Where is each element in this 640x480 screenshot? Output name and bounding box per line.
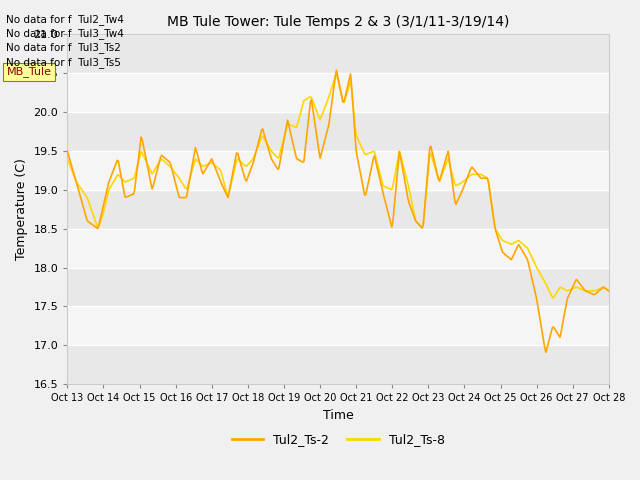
Bar bbox=[67, 73, 609, 112]
Title: MB Tule Tower: Tule Temps 2 & 3 (3/1/11-3/19/14): MB Tule Tower: Tule Temps 2 & 3 (3/1/11-… bbox=[167, 15, 509, 29]
X-axis label: Time: Time bbox=[323, 409, 353, 422]
Bar bbox=[67, 306, 609, 345]
Text: No data for f  Tul3_Ts2: No data for f Tul3_Ts2 bbox=[6, 42, 121, 53]
Bar bbox=[67, 112, 609, 151]
Bar bbox=[67, 190, 609, 228]
Text: No data for f  Tul3_Ts5: No data for f Tul3_Ts5 bbox=[6, 57, 121, 68]
Text: No data for f  Tul3_Tw4: No data for f Tul3_Tw4 bbox=[6, 28, 124, 39]
Y-axis label: Temperature (C): Temperature (C) bbox=[15, 158, 28, 260]
Bar bbox=[67, 228, 609, 267]
Bar bbox=[67, 151, 609, 190]
Text: MB_Tule: MB_Tule bbox=[6, 66, 51, 77]
Bar bbox=[67, 267, 609, 306]
Bar bbox=[67, 345, 609, 384]
Bar bbox=[67, 35, 609, 73]
Legend: Tul2_Ts-2, Tul2_Ts-8: Tul2_Ts-2, Tul2_Ts-8 bbox=[227, 429, 450, 452]
Text: No data for f  Tul2_Tw4: No data for f Tul2_Tw4 bbox=[6, 13, 124, 24]
